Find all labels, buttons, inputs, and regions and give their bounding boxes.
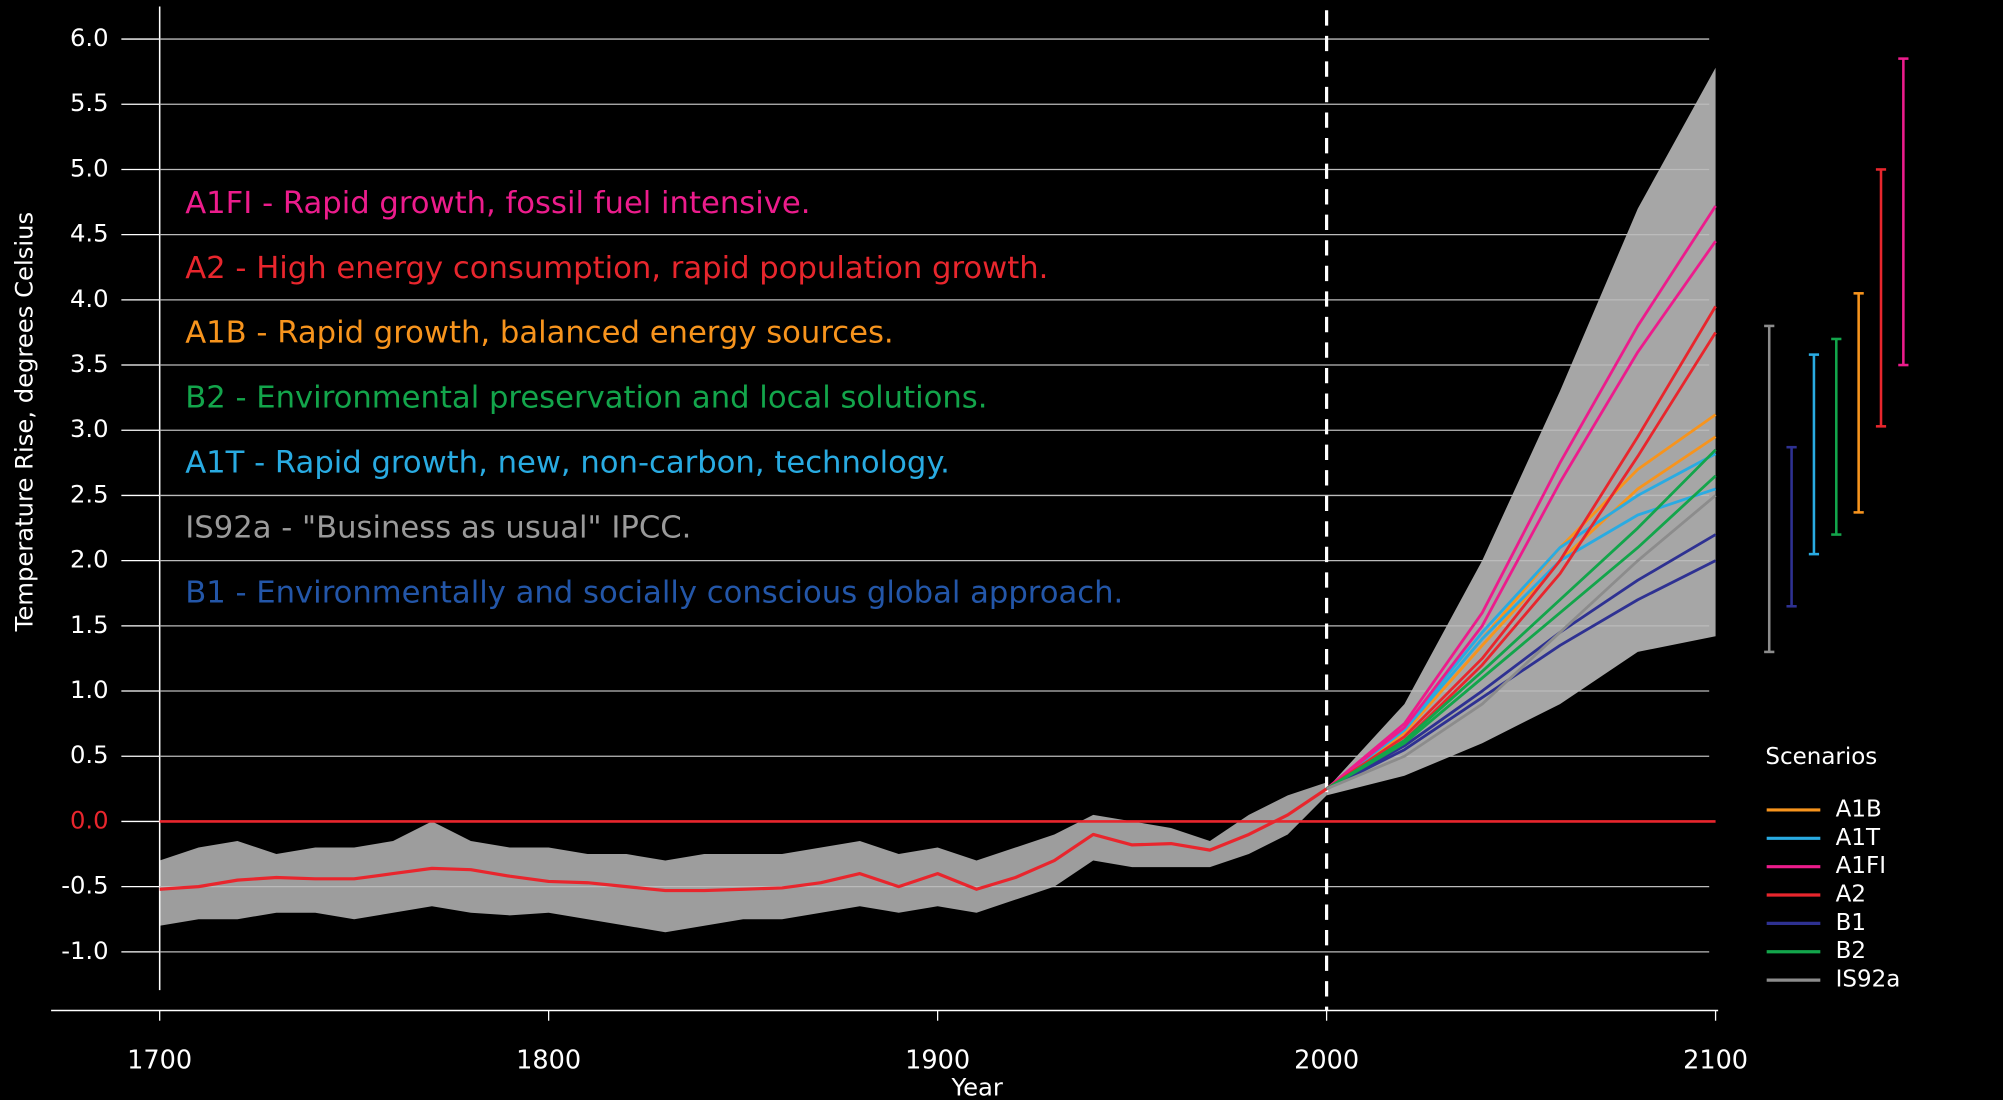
legend-label: A1T bbox=[1836, 825, 1881, 851]
x-tick-label: 2100 bbox=[1683, 1046, 1748, 1076]
history-band bbox=[159, 782, 1327, 933]
legend-label: A1B bbox=[1836, 796, 1882, 822]
legend-label: A1FI bbox=[1836, 853, 1886, 879]
annotation: B1 - Environmentally and socially consci… bbox=[185, 575, 1123, 610]
annotation: IS92a - "Business as usual" IPCC. bbox=[185, 510, 691, 545]
legend-label: IS92a bbox=[1836, 967, 1901, 993]
annotation: A1FI - Rapid growth, fossil fuel intensi… bbox=[185, 186, 810, 221]
y-tick-label: 0.5 bbox=[70, 740, 109, 769]
scenario-line bbox=[1325, 205, 1717, 790]
annotation: A2 - High energy consumption, rapid popu… bbox=[185, 251, 1048, 286]
x-tick-label: 1800 bbox=[516, 1046, 581, 1076]
legend-title: Scenarios bbox=[1765, 744, 1877, 770]
legend-label: A2 bbox=[1836, 882, 1866, 908]
legend-label: B2 bbox=[1836, 938, 1866, 964]
scenario-line bbox=[1325, 240, 1717, 790]
y-tick-label: 0.0 bbox=[70, 805, 109, 834]
y-tick-label: -1.0 bbox=[61, 936, 108, 965]
y-tick-label: 3.5 bbox=[70, 349, 109, 378]
annotation: B2 - Environmental preservation and loca… bbox=[185, 381, 987, 416]
x-tick-label: 1900 bbox=[905, 1046, 970, 1076]
y-tick-label: 1.0 bbox=[70, 675, 109, 704]
scenario-line bbox=[1325, 435, 1717, 790]
x-tick-label: 2000 bbox=[1294, 1046, 1359, 1076]
y-axis-label: Temperature Rise, degrees Celsius bbox=[10, 212, 39, 632]
y-tick-label: 5.5 bbox=[70, 88, 109, 117]
scenario-line bbox=[1325, 474, 1717, 791]
scenario-line bbox=[1325, 559, 1717, 791]
x-tick-label: 1700 bbox=[127, 1046, 192, 1076]
annotation: A1T - Rapid growth, new, non-carbon, tec… bbox=[185, 446, 950, 481]
projection-band bbox=[1326, 67, 1716, 796]
scenario-line bbox=[1325, 533, 1717, 791]
y-tick-label: 3.0 bbox=[70, 414, 109, 443]
scenario-line bbox=[1325, 487, 1717, 790]
y-tick-label: 5.0 bbox=[70, 153, 109, 182]
scenario-line bbox=[1326, 494, 1717, 791]
legend-label: B1 bbox=[1836, 910, 1866, 936]
x-axis-label: Year bbox=[951, 1072, 1003, 1100]
y-tick-label: -0.5 bbox=[61, 871, 108, 900]
y-tick-label: 2.0 bbox=[70, 545, 109, 574]
y-tick-label: 6.0 bbox=[70, 23, 109, 52]
scenario-line bbox=[1325, 448, 1717, 791]
annotation: A1B - Rapid growth, balanced energy sour… bbox=[185, 316, 893, 351]
y-tick-label: 4.0 bbox=[70, 284, 109, 313]
scenario-line bbox=[1325, 305, 1717, 791]
y-tick-label: 4.5 bbox=[70, 219, 109, 248]
history-line bbox=[159, 787, 1328, 893]
y-tick-label: 2.5 bbox=[70, 479, 109, 508]
y-tick-label: 1.5 bbox=[70, 610, 109, 639]
